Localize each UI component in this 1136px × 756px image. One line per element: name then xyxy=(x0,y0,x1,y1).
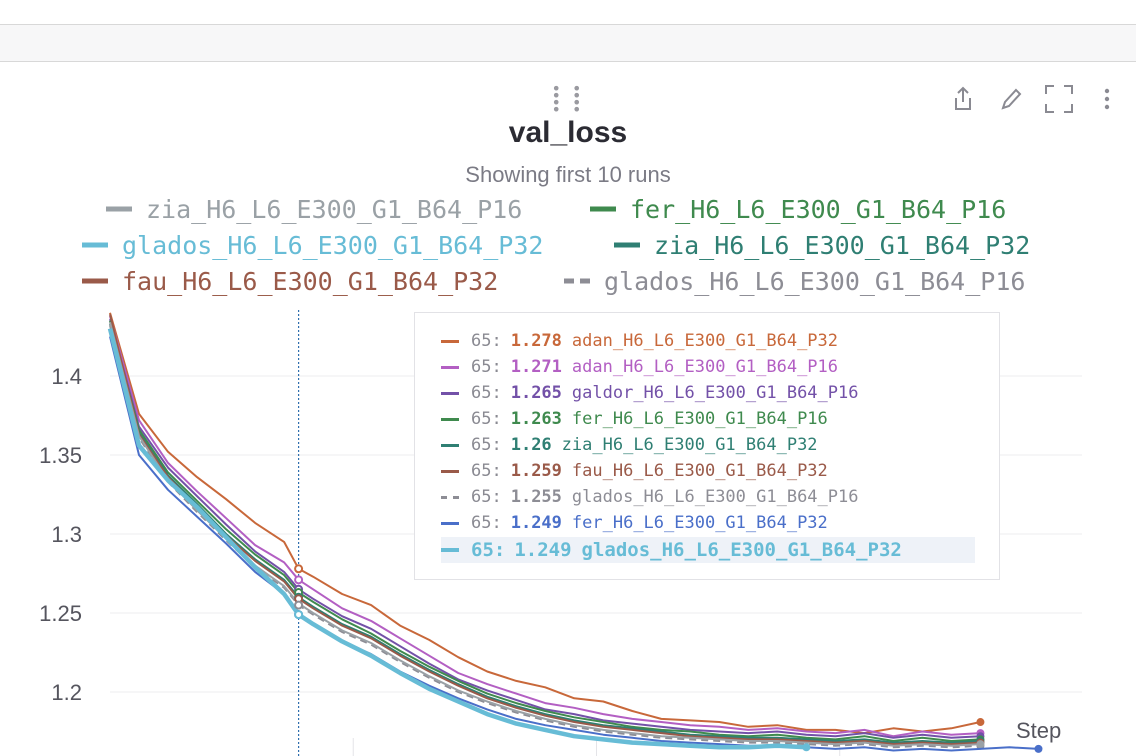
tooltip-value: 1.249 xyxy=(510,513,562,533)
legend: zia_H6_L6_E300_G1_B64_P16 fer_H6_L6_E300_… xyxy=(82,195,1030,296)
y-tick-label: 1.3 xyxy=(51,522,82,547)
series-line[interactable] xyxy=(109,312,981,735)
legend-item[interactable]: fau_H6_L6_E300_G1_B64_P32 xyxy=(122,267,498,296)
series-end-point xyxy=(976,740,985,749)
tooltip-step: 65: xyxy=(471,383,502,403)
legend-item[interactable]: zia_H6_L6_E300_G1_B64_P32 xyxy=(654,231,1030,260)
chart-subtitle: Showing first 10 runs xyxy=(465,162,671,187)
legend-item[interactable]: glados_H6_L6_E300_G1_B64_P32 xyxy=(122,231,543,260)
hover-tooltip: 65: 1.278 adan_H6_L6_E300_G1_B64_P32 65: 1.2… xyxy=(414,312,1000,580)
tooltip-row: 65: 1.263 fer_H6_L6_E300_G1_B64_P16 xyxy=(441,407,828,431)
tooltip-run-name: fau_H6_L6_E300_G1_B64_P32 xyxy=(571,461,828,481)
y-axis: 1.4 1.35 1.3 1.25 1.2 xyxy=(39,364,82,705)
share-icon[interactable] xyxy=(948,84,978,114)
tooltip-value: 1.255 xyxy=(510,487,562,507)
tooltip-step: 65: xyxy=(471,461,502,481)
tooltip-value: 1.265 xyxy=(510,383,562,403)
x-axis-label: Step xyxy=(1016,718,1061,743)
tooltip-value: 1.271 xyxy=(510,357,562,377)
series-end-point xyxy=(802,743,811,752)
tooltip-row: 65: 1.271 adan_H6_L6_E300_G1_B64_P16 xyxy=(441,355,838,379)
legend-item[interactable]: zia_H6_L6_E300_G1_B64_P16 xyxy=(146,195,522,224)
y-tick-label: 1.2 xyxy=(51,680,82,705)
tooltip-step: 65: xyxy=(471,331,502,351)
series-line[interactable] xyxy=(109,314,981,746)
tooltip-swatch xyxy=(441,548,459,552)
series-end-point xyxy=(1034,744,1043,753)
tooltip-swatch xyxy=(441,417,459,421)
tooltip-run-name: galdor_H6_L6_E300_G1_B64_P16 xyxy=(571,383,859,403)
hover-point xyxy=(294,564,304,574)
tooltip-step: 65: xyxy=(471,409,502,429)
y-tick-label: 1.4 xyxy=(51,364,82,389)
edit-icon[interactable] xyxy=(996,84,1026,114)
tooltip-run-name: glados_H6_L6_E300_G1_B64_P32 xyxy=(581,539,902,561)
y-tick-label: 1.35 xyxy=(39,443,82,468)
tooltip-row: 65: 1.278 adan_H6_L6_E300_G1_B64_P32 xyxy=(441,329,838,353)
tooltip-run-name: fer_H6_L6_E300_G1_B64_P32 xyxy=(571,513,828,533)
tooltip-run-name: glados_H6_L6_E300_G1_B64_P16 xyxy=(571,487,859,507)
tooltip-swatch xyxy=(441,495,459,499)
series-layer xyxy=(107,312,1043,753)
tooltip-run-name: zia_H6_L6_E300_G1_B64_P32 xyxy=(561,435,818,455)
top-bar xyxy=(0,24,1136,62)
series-line[interactable] xyxy=(109,323,981,744)
tooltip-swatch xyxy=(441,521,459,525)
hover-point xyxy=(294,575,304,585)
tooltip-row: 65: 1.255 glados_H6_L6_E300_G1_B64_P16 xyxy=(441,485,858,509)
tooltip-step: 65: xyxy=(471,435,502,455)
more-options-icon[interactable] xyxy=(1092,84,1122,114)
tooltip-run-name: adan_H6_L6_E300_G1_B64_P32 xyxy=(571,331,839,351)
y-tick-label: 1.25 xyxy=(39,601,82,626)
tooltip-row: 65: 1.249 fer_H6_L6_E300_G1_B64_P32 xyxy=(441,511,828,535)
tooltip-swatch xyxy=(441,443,459,447)
tooltip-step: 65: xyxy=(471,539,506,561)
series-line[interactable] xyxy=(107,328,807,750)
hover-point xyxy=(294,600,304,610)
series-line[interactable] xyxy=(109,315,981,738)
tooltip-step: 65: xyxy=(471,357,502,377)
tooltip-value: 1.249 xyxy=(514,539,572,561)
tooltip-swatch xyxy=(441,391,459,395)
tooltip-value: 1.259 xyxy=(510,461,562,481)
series-line[interactable] xyxy=(109,320,981,742)
fullscreen-icon[interactable] xyxy=(1044,84,1074,114)
tooltip-value: 1.263 xyxy=(510,409,562,429)
tooltip-row: 65: 1.265 galdor_H6_L6_E300_G1_B64_P16 xyxy=(441,381,858,405)
tooltip-run-name: adan_H6_L6_E300_G1_B64_P16 xyxy=(571,357,839,377)
series-line[interactable] xyxy=(109,318,981,739)
legend-item[interactable]: glados_H6_L6_E300_G1_B64_P16 xyxy=(604,267,1025,296)
tooltip-swatch xyxy=(441,365,459,369)
tooltip-value: 1.278 xyxy=(510,331,562,351)
tooltip-step: 65: xyxy=(471,487,502,507)
tooltip-swatch xyxy=(441,339,459,343)
chart-title: val_loss xyxy=(508,116,628,149)
tooltip-row: 65: 1.249 glados_H6_L6_E300_G1_B64_P32 xyxy=(441,537,975,563)
tooltip-swatch xyxy=(441,469,459,473)
panel-toolbar xyxy=(948,84,1122,114)
tooltip-step: 65: xyxy=(471,513,502,533)
tooltip-row: 65: 1.26 zia_H6_L6_E300_G1_B64_P32 xyxy=(441,433,818,457)
tooltip-value: 1.26 xyxy=(510,435,552,455)
tooltip-run-name: fer_H6_L6_E300_G1_B64_P16 xyxy=(571,409,828,429)
hover-markers xyxy=(294,564,304,620)
hover-point xyxy=(294,610,304,620)
series-end-point xyxy=(976,718,985,727)
legend-item[interactable]: fer_H6_L6_E300_G1_B64_P16 xyxy=(630,195,1006,224)
tooltip-row: 65: 1.259 fau_H6_L6_E300_G1_B64_P32 xyxy=(441,459,828,483)
